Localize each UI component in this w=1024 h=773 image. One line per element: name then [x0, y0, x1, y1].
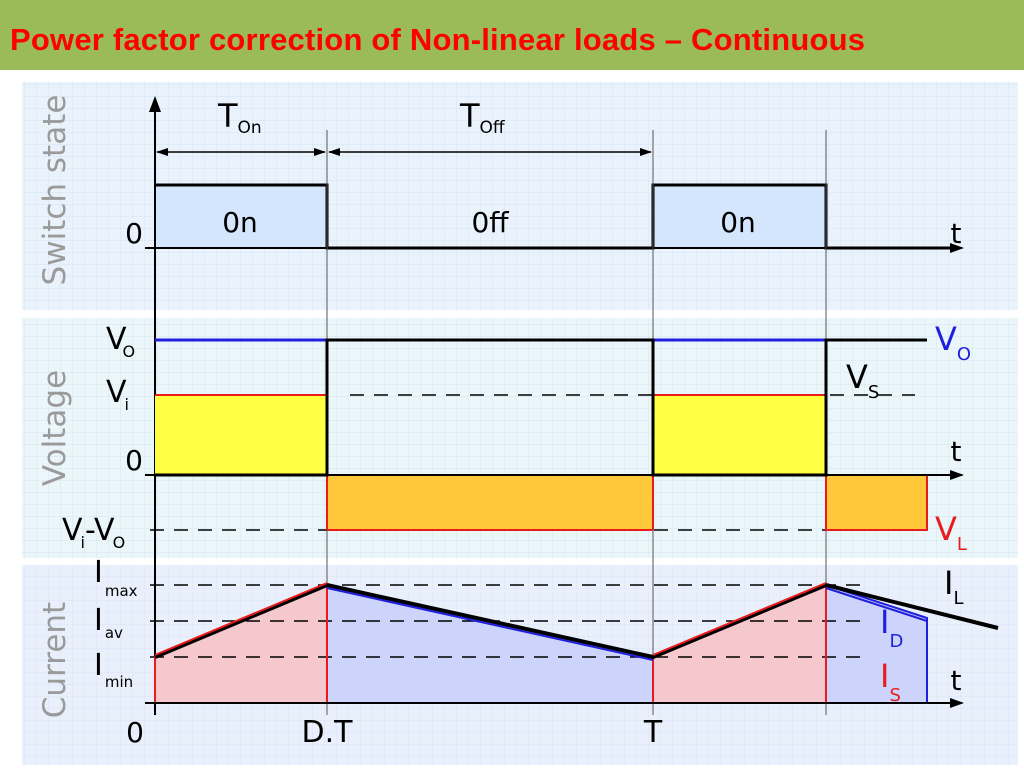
vs-signal — [155, 338, 927, 477]
vl-negative-region-1 — [327, 475, 653, 530]
ton-label: TOn — [217, 97, 262, 138]
period-label: T — [643, 715, 663, 750]
current-waveform — [145, 582, 999, 708]
id-region-1 — [327, 585, 653, 703]
vo-legend: VO — [935, 320, 971, 365]
vi-region-2 — [653, 395, 826, 475]
id-legend: ID — [880, 603, 903, 652]
vs-legend: VS — [846, 358, 879, 403]
vo-axis-label: VO — [106, 322, 135, 361]
il-legend: IL — [944, 564, 963, 609]
toff-label: TOff — [459, 97, 506, 138]
id-region-2 — [826, 585, 927, 703]
vi-region-1 — [155, 395, 327, 475]
boost-converter-waveform-diagram: Switch state Voltage Current 0n 0ff 0n 0… — [0, 70, 1024, 768]
current-label: Current — [37, 602, 73, 718]
vl-negative-region-2 — [826, 475, 927, 530]
off-label: 0ff — [471, 206, 509, 239]
switch-zero-label: 0 — [125, 217, 143, 250]
imax-label: Imax — [94, 555, 138, 600]
vi-axis-label: Vi — [106, 375, 129, 414]
y-axis-arrow — [149, 96, 161, 112]
on-label-2: 0n — [720, 206, 756, 239]
on-interval-1 — [155, 185, 327, 248]
vi-minus-vo-label: Vi-VO — [62, 513, 125, 552]
slide-title: Power factor correction of Non-linear lo… — [10, 22, 866, 57]
voltage-label: Voltage — [37, 370, 73, 486]
on-interval-2 — [653, 185, 826, 248]
origin-label: 0 — [126, 716, 144, 749]
current-t-label: t — [951, 664, 962, 697]
voltage-t-label: t — [951, 435, 962, 468]
waveform-svg: Switch state Voltage Current 0n 0ff 0n 0… — [22, 82, 1018, 765]
is-region-1 — [155, 585, 327, 703]
vl-legend: VL — [935, 510, 967, 555]
switch-t-label: t — [951, 217, 962, 250]
slide-header: Power factor correction of Non-linear lo… — [0, 0, 1024, 70]
on-label-1: 0n — [222, 206, 258, 239]
switch-state-label: Switch state — [37, 95, 73, 286]
is-region-2 — [653, 585, 826, 703]
il-signal — [154, 582, 999, 660]
voltage-waveform — [145, 338, 964, 531]
is-legend: IS — [880, 657, 901, 706]
voltage-zero-label: 0 — [125, 444, 143, 477]
dt-label: D.T — [302, 715, 354, 750]
